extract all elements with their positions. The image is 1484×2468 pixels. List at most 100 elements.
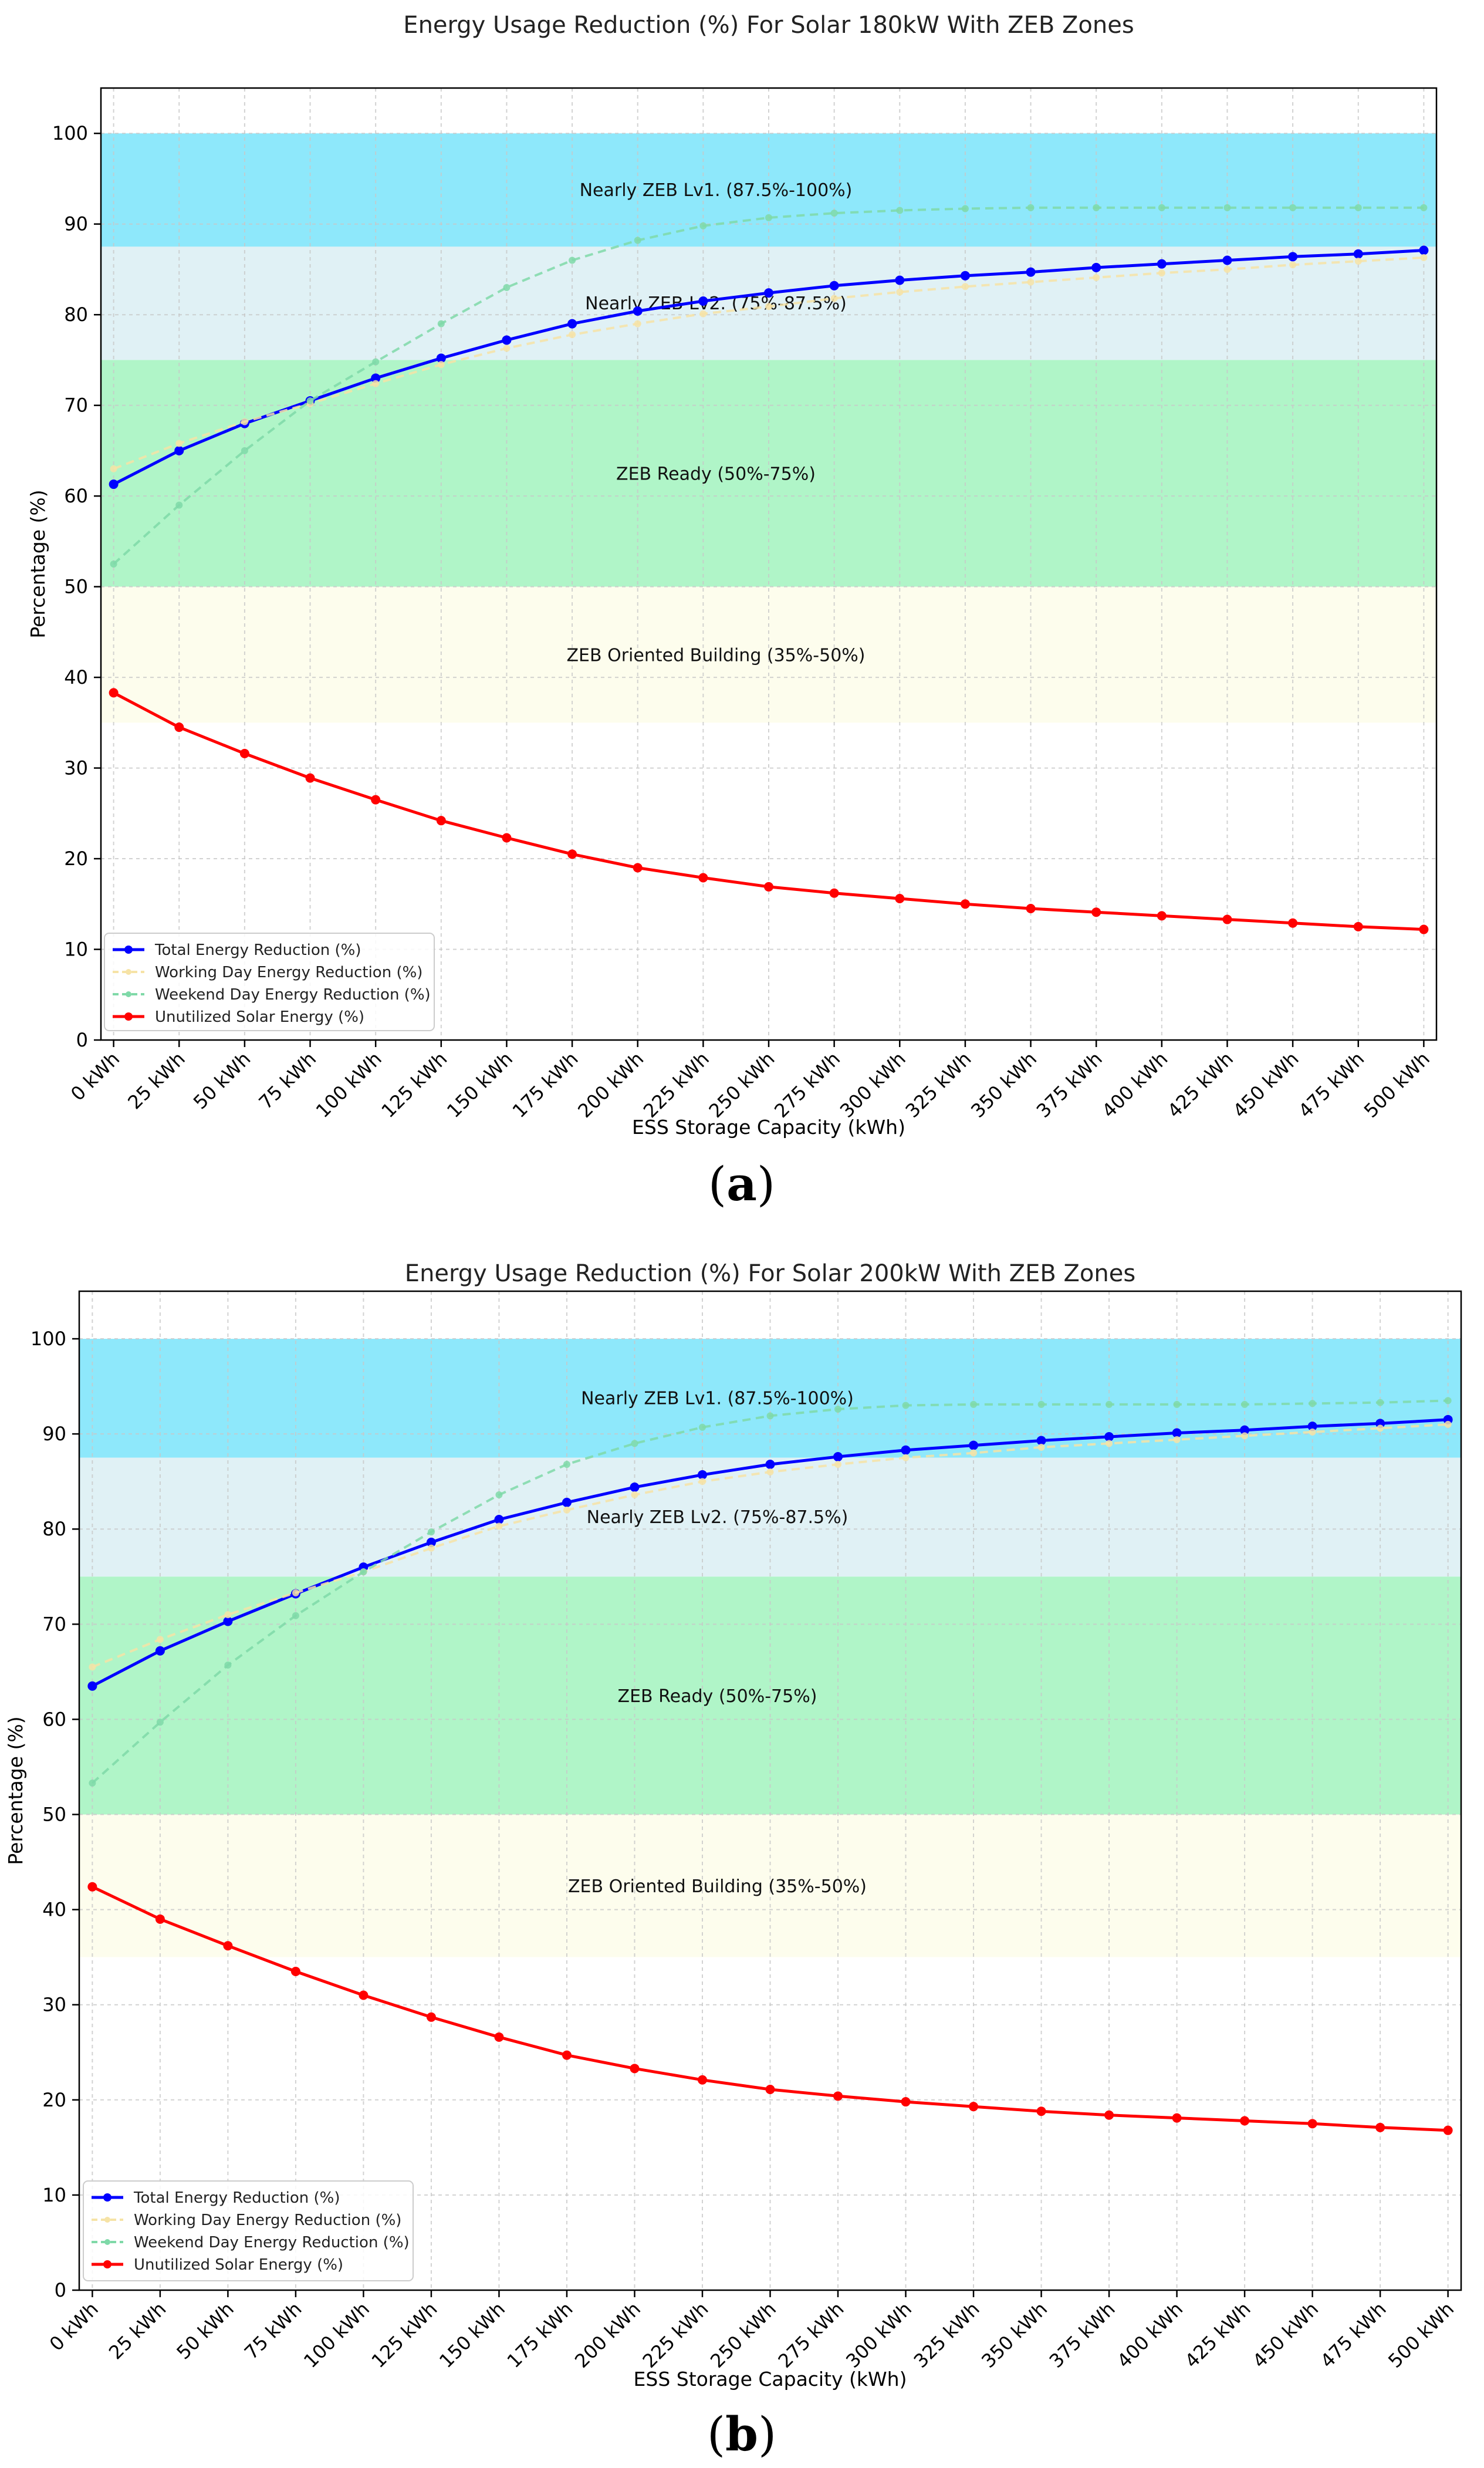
x-tick-label: 275 kWh bbox=[774, 2298, 849, 2372]
y-tick-label: 10 bbox=[64, 938, 88, 961]
data-point bbox=[699, 310, 707, 318]
data-point bbox=[1223, 265, 1231, 273]
data-point bbox=[372, 358, 380, 366]
data-point bbox=[110, 465, 117, 472]
data-point bbox=[1377, 1424, 1384, 1432]
data-point bbox=[1091, 907, 1101, 917]
data-point bbox=[1289, 204, 1297, 211]
data-point bbox=[970, 1449, 978, 1457]
x-tick-label: 400 kWh bbox=[1113, 2298, 1187, 2372]
data-point bbox=[1309, 1400, 1316, 1407]
data-point bbox=[426, 1537, 436, 1547]
data-point bbox=[1026, 904, 1036, 914]
data-point bbox=[1093, 274, 1100, 281]
data-point bbox=[109, 480, 119, 489]
data-point bbox=[1026, 267, 1036, 277]
x-tick-label: 300 kWh bbox=[836, 1048, 910, 1122]
chart-title: Energy Usage Reduction (%) For Solar 200… bbox=[405, 1260, 1135, 1287]
data-point bbox=[306, 397, 314, 404]
x-tick-label: 450 kWh bbox=[1229, 1048, 1303, 1122]
x-tick-label: 50 kWh bbox=[189, 1048, 255, 1114]
legend-marker bbox=[103, 2260, 111, 2268]
x-tick-label: 350 kWh bbox=[966, 1048, 1041, 1122]
data-point bbox=[241, 418, 248, 426]
data-point bbox=[830, 295, 838, 302]
x-tick-label: 375 kWh bbox=[1032, 1048, 1107, 1122]
data-point bbox=[833, 2091, 843, 2101]
data-point bbox=[1104, 2110, 1114, 2120]
data-point bbox=[901, 1445, 911, 1455]
y-tick-label: 0 bbox=[76, 1029, 88, 1051]
data-point bbox=[567, 319, 577, 329]
data-point bbox=[1419, 245, 1429, 255]
y-tick-label: 30 bbox=[64, 757, 88, 779]
data-point bbox=[494, 2032, 504, 2042]
data-point bbox=[436, 816, 446, 826]
data-point bbox=[960, 899, 970, 909]
data-point bbox=[156, 1719, 164, 1726]
data-point bbox=[1443, 2125, 1453, 2135]
legend-box bbox=[83, 2180, 414, 2281]
y-tick-label: 70 bbox=[64, 394, 88, 417]
x-tick-label: 325 kWh bbox=[901, 1048, 976, 1122]
legend-marker bbox=[124, 946, 133, 954]
x-tick-label: 475 kWh bbox=[1294, 1048, 1368, 1122]
data-point bbox=[155, 1914, 165, 1924]
data-point bbox=[1444, 1420, 1452, 1428]
data-point bbox=[1240, 1425, 1250, 1435]
data-point bbox=[1158, 204, 1165, 211]
chart-title: Energy Usage Reduction (%) For Solar 180… bbox=[403, 12, 1134, 39]
data-point bbox=[1106, 1400, 1113, 1408]
data-point bbox=[494, 1515, 504, 1525]
y-tick-label: 40 bbox=[64, 666, 88, 688]
data-point bbox=[359, 1990, 369, 2000]
chart-b: Nearly ZEB Lv1. (87.5%-100%) Nearly ZEB L… bbox=[4, 1260, 1462, 2462]
data-point bbox=[292, 1589, 299, 1596]
data-point bbox=[224, 1662, 232, 1669]
x-tick-label: 250 kWh bbox=[706, 2298, 780, 2372]
data-point bbox=[437, 361, 445, 369]
data-point bbox=[426, 2012, 436, 2022]
data-point bbox=[961, 283, 969, 291]
data-point bbox=[1036, 1436, 1046, 1446]
data-point bbox=[1037, 1400, 1045, 1408]
data-point bbox=[224, 1611, 232, 1619]
data-point bbox=[371, 795, 381, 805]
legend-label: Weekend Day Energy Reduction (%) bbox=[134, 2234, 410, 2251]
data-point bbox=[1241, 1432, 1249, 1440]
chart-a: Nearly ZEB Lv1. (87.5%-100%) Nearly ZEB L… bbox=[26, 12, 1438, 1211]
data-point bbox=[1289, 261, 1297, 269]
data-point bbox=[427, 1528, 435, 1536]
data-point bbox=[1104, 1432, 1114, 1442]
legend-marker bbox=[104, 2239, 110, 2245]
legend-marker bbox=[124, 1012, 133, 1021]
data-point bbox=[223, 1941, 233, 1951]
data-point bbox=[1222, 255, 1232, 265]
data-point bbox=[765, 1460, 775, 1470]
data-point bbox=[87, 1681, 97, 1691]
data-point bbox=[829, 281, 839, 291]
data-point bbox=[699, 222, 707, 229]
data-point bbox=[697, 2075, 707, 2085]
x-tick-label: 200 kWh bbox=[570, 2298, 645, 2372]
data-point bbox=[503, 345, 511, 352]
data-point bbox=[697, 1470, 707, 1480]
y-tick-label: 50 bbox=[64, 576, 88, 598]
x-axis-label: ESS Storage Capacity (kWh) bbox=[632, 1116, 905, 1139]
y-tick-label: 30 bbox=[42, 1994, 66, 2016]
zone-label: Nearly ZEB Lv2. (75%-87.5%) bbox=[585, 293, 847, 314]
data-point bbox=[1093, 204, 1100, 211]
x-tick-label: 100 kWh bbox=[312, 1048, 386, 1122]
data-point bbox=[436, 353, 446, 363]
data-point bbox=[360, 1568, 367, 1576]
legend-label: Total Energy Reduction (%) bbox=[133, 2189, 340, 2207]
data-point bbox=[563, 1461, 570, 1468]
y-tick-label: 90 bbox=[64, 213, 88, 235]
data-point bbox=[569, 331, 576, 339]
y-axis-label: Percentage (%) bbox=[26, 489, 49, 638]
data-point bbox=[495, 1491, 503, 1498]
x-tick-label: 0 kWh bbox=[45, 2298, 103, 2355]
legend-label: Unutilized Solar Energy (%) bbox=[134, 2256, 343, 2274]
x-tick-label: 200 kWh bbox=[573, 1048, 648, 1122]
